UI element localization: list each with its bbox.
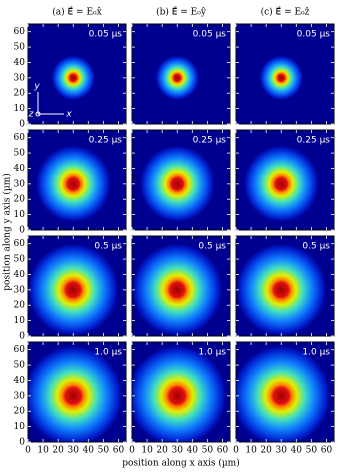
time-label: 0.5 µs [94,242,122,252]
y-tick-label: 20 [14,407,26,417]
time-label: 0.25 µs [89,136,123,146]
x-tick-label: 30 [68,446,80,456]
x-tick-label: 0 [25,446,31,456]
column-title: (c) E⃗ = E₀ẑ [261,6,310,18]
y-tick-label: 20 [14,89,26,99]
x-tick-label: 30 [172,446,184,456]
panel-frame [27,23,127,125]
panel-frame [131,235,231,337]
x-tick-label: 30 [276,446,288,456]
y-tick-label: 60 [14,239,26,249]
y-tick-label: 20 [14,195,26,205]
y-tick-label: 40 [14,164,26,174]
x-tick-label: 40 [187,446,199,456]
time-label: 1.0 µs [198,348,226,358]
y-tick-label: 60 [14,27,26,37]
x-tick-label: 20 [260,446,272,456]
time-label: 1.0 µs [94,348,122,358]
x-tick-label: 0 [129,446,135,456]
intensity-map [132,342,230,442]
y-tick-label: 40 [14,270,26,280]
y-tick-label: 10 [14,422,26,432]
y-tick-label: 10 [14,104,26,114]
intensity-map [132,130,230,230]
intensity-map [236,236,334,336]
panel-frame [27,235,127,337]
y-tick-label: 50 [14,149,26,159]
time-label: 0.05 µs [193,30,227,40]
y-tick-label: 10 [14,316,26,326]
x-tick-label: 10 [37,446,49,456]
x-axis-label: position along x axis (µm) [122,458,239,469]
x-tick-label: 60 [321,446,333,456]
intensity-map [28,130,126,230]
y-tick-label: 20 [14,301,26,311]
inset-label: y [33,82,40,92]
y-tick-label: 0 [19,120,25,130]
x-tick-label: 40 [83,446,95,456]
time-label: 0.05 µs [297,30,331,40]
y-tick-label: 50 [14,43,26,53]
y-tick-label: 40 [14,58,26,68]
panel-frame [235,235,335,337]
y-tick-label: 30 [14,73,26,83]
y-tick-label: 30 [14,391,26,401]
x-tick-label: 10 [141,446,153,456]
intensity-map [132,236,230,336]
intensity-map [132,24,230,124]
time-label: 0.25 µs [297,136,331,146]
y-tick-label: 60 [14,133,26,143]
column-title: (a) E⃗ = E₀x̂ [52,6,101,18]
panel-frame [235,341,335,443]
panel-frame [131,23,231,125]
intensity-map [236,130,334,230]
column-title: (b) E⃗ = E₀ŷ [156,6,207,18]
y-axis-label: position along y axis (µm) [2,173,13,290]
x-tick-label: 40 [291,446,303,456]
inset-label: x [65,110,72,120]
x-tick-label: 0 [233,446,239,456]
x-tick-label: 60 [217,446,229,456]
y-tick-label: 0 [19,332,25,342]
panel-frame [27,129,127,231]
time-label: 0.25 µs [193,136,227,146]
intensity-map [236,342,334,442]
y-tick-label: 50 [14,361,26,371]
time-label: 0.5 µs [198,242,226,252]
time-label: 1.0 µs [302,348,330,358]
time-label: 0.05 µs [89,30,123,40]
inset-label: z [28,110,34,120]
intensity-map [28,24,126,124]
intensity-map [236,24,334,124]
x-tick-label: 20 [156,446,168,456]
panel-frame [27,341,127,443]
y-tick-label: 50 [14,255,26,265]
y-tick-label: 0 [19,438,25,448]
y-tick-label: 30 [14,179,26,189]
x-tick-label: 50 [202,446,214,456]
panel-frame [235,129,335,231]
x-tick-label: 50 [98,446,110,456]
x-tick-label: 10 [245,446,257,456]
y-tick-label: 30 [14,285,26,295]
time-label: 0.5 µs [302,242,330,252]
intensity-map [28,342,126,442]
x-tick-label: 50 [306,446,318,456]
y-tick-label: 0 [19,226,25,236]
inset-origin [35,111,41,117]
panel-frame [235,23,335,125]
panel-frame [131,341,231,443]
x-tick-label: 20 [52,446,64,456]
x-tick-label: 60 [113,446,125,456]
intensity-map [28,236,126,336]
y-tick-label: 10 [14,210,26,220]
y-tick-label: 60 [14,345,26,355]
panel-frame [131,129,231,231]
y-tick-label: 40 [14,376,26,386]
